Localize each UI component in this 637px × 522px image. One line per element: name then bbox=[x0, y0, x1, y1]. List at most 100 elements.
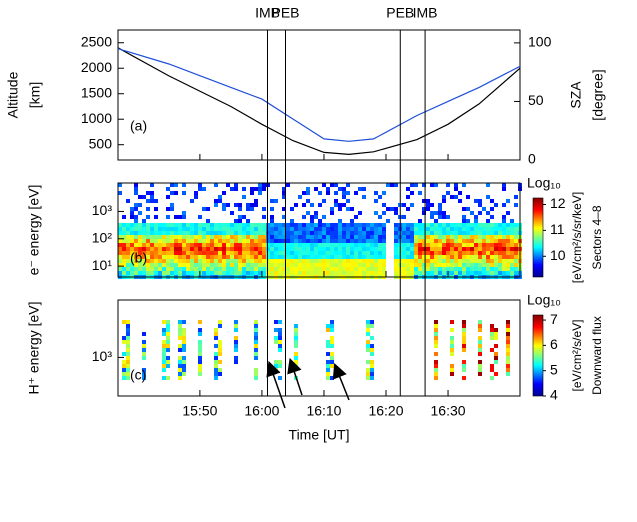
spectrogram-cell bbox=[482, 271, 486, 275]
spectrogram-cell bbox=[306, 199, 310, 203]
spectrogram-cell bbox=[186, 231, 190, 235]
spectrogram-cell bbox=[494, 336, 498, 340]
spectrogram-cell bbox=[302, 191, 306, 195]
spectrogram-cell bbox=[178, 243, 182, 247]
spectrogram-cell bbox=[374, 191, 378, 195]
spectrogram-cell bbox=[462, 243, 466, 247]
spectrogram-cell bbox=[270, 243, 274, 247]
spectrogram-cell bbox=[410, 235, 414, 239]
spectrogram-cell bbox=[290, 227, 294, 231]
spectrogram-cell bbox=[250, 223, 254, 227]
spectrogram-cell bbox=[462, 376, 466, 380]
spectrogram-cell bbox=[354, 227, 358, 231]
spectrogram-cell bbox=[514, 271, 518, 275]
x-tick-label: 16:30 bbox=[431, 403, 466, 419]
spectrogram-cell bbox=[374, 271, 378, 275]
spectrogram-cell bbox=[462, 247, 466, 251]
spectrogram-cell bbox=[394, 267, 398, 271]
spectrogram-cell bbox=[514, 239, 518, 243]
spectrogram-cell bbox=[226, 267, 230, 271]
spectrogram-cell bbox=[466, 239, 470, 243]
spectrogram-cell bbox=[342, 247, 346, 251]
spectrogram-cell bbox=[222, 235, 226, 239]
spectrogram-cell bbox=[270, 215, 274, 219]
spectrogram-cell bbox=[370, 251, 374, 255]
spectrogram-cell bbox=[150, 267, 154, 271]
spectrogram-cell bbox=[302, 255, 306, 259]
spectrogram-cell bbox=[478, 364, 482, 368]
spectrogram-cell bbox=[206, 247, 210, 251]
spectrogram-cell bbox=[222, 239, 226, 243]
spectrogram-cell bbox=[122, 271, 126, 275]
spectrogram-cell bbox=[126, 231, 130, 235]
spectrogram-cell bbox=[490, 368, 494, 372]
spectrogram-cell bbox=[202, 243, 206, 247]
spectrogram-cell bbox=[222, 203, 226, 207]
spectrogram-cell bbox=[174, 271, 178, 275]
spectrogram-cell bbox=[182, 255, 186, 259]
spectrogram-cell bbox=[490, 364, 494, 368]
spectrogram-cell bbox=[362, 271, 366, 275]
spectrogram-cell bbox=[350, 223, 354, 227]
spectrogram-cell bbox=[342, 263, 346, 267]
spectrogram-cell bbox=[170, 255, 174, 259]
spectrogram-cell bbox=[430, 259, 434, 263]
spectrogram-cell bbox=[506, 364, 510, 368]
spectrogram-cell bbox=[146, 251, 150, 255]
spectrogram-cell bbox=[158, 231, 162, 235]
spectrogram-cell bbox=[306, 223, 310, 227]
spectrogram-cell bbox=[182, 263, 186, 267]
spectrogram-cell bbox=[370, 267, 374, 271]
spectrogram-cell bbox=[290, 267, 294, 271]
spectrogram-cell bbox=[326, 372, 330, 376]
spectrogram-cell bbox=[150, 195, 154, 199]
spectrogram-cell bbox=[234, 247, 238, 251]
spectrogram-cell bbox=[486, 211, 490, 215]
spectrogram-cell bbox=[426, 243, 430, 247]
spectrogram-cell bbox=[142, 340, 146, 344]
spectrogram-cell bbox=[302, 243, 306, 247]
spectrogram-cell bbox=[290, 207, 294, 211]
spectrogram-cell bbox=[234, 183, 238, 187]
spectrogram-cell bbox=[262, 271, 266, 275]
spectrogram-cell bbox=[178, 247, 182, 251]
spectrogram-cell bbox=[146, 207, 150, 211]
spectrogram-cell bbox=[314, 263, 318, 267]
spectrogram-cell bbox=[202, 235, 206, 239]
spectrogram-cell bbox=[426, 263, 430, 267]
spectrogram-cell bbox=[174, 235, 178, 239]
spectrogram-cell bbox=[346, 251, 350, 255]
spectrogram-cell bbox=[274, 243, 278, 247]
spectrogram-cell bbox=[210, 251, 214, 255]
spectrogram-cell bbox=[166, 340, 170, 344]
spectrogram-cell bbox=[294, 267, 298, 271]
spectrogram-cell bbox=[166, 376, 170, 380]
spectrogram-cell bbox=[450, 195, 454, 199]
spectrogram-cell bbox=[242, 223, 246, 227]
spectrogram-cell bbox=[250, 231, 254, 235]
spectrogram-cell bbox=[470, 255, 474, 259]
spectrogram-cell bbox=[258, 223, 262, 227]
spectrogram-cell bbox=[314, 251, 318, 255]
spectrogram-cell bbox=[246, 223, 250, 227]
spectrogram-cell bbox=[434, 352, 438, 356]
spectrogram-cell bbox=[342, 251, 346, 255]
spectrogram-cell bbox=[162, 376, 166, 380]
spectrogram-cell bbox=[294, 340, 298, 344]
y2-axis-label: [degree] bbox=[590, 69, 606, 120]
spectrogram-cell bbox=[234, 235, 238, 239]
spectrogram-cell bbox=[230, 187, 234, 191]
spectrogram-cell bbox=[414, 259, 418, 263]
spectrogram-cell bbox=[446, 191, 450, 195]
spectrogram-cell bbox=[154, 199, 158, 203]
spectrogram-cell bbox=[418, 243, 422, 247]
spectrogram-cell bbox=[506, 324, 510, 328]
spectrogram-cell bbox=[338, 231, 342, 235]
spectrogram-cell bbox=[318, 191, 322, 195]
spectrogram-cell bbox=[494, 231, 498, 235]
spectrogram-cell bbox=[238, 271, 242, 275]
spectrogram-cell bbox=[474, 199, 478, 203]
y-tick-label: 1000 bbox=[81, 110, 112, 126]
spectrogram-cell bbox=[218, 195, 222, 199]
spectrogram-cell bbox=[506, 348, 510, 352]
